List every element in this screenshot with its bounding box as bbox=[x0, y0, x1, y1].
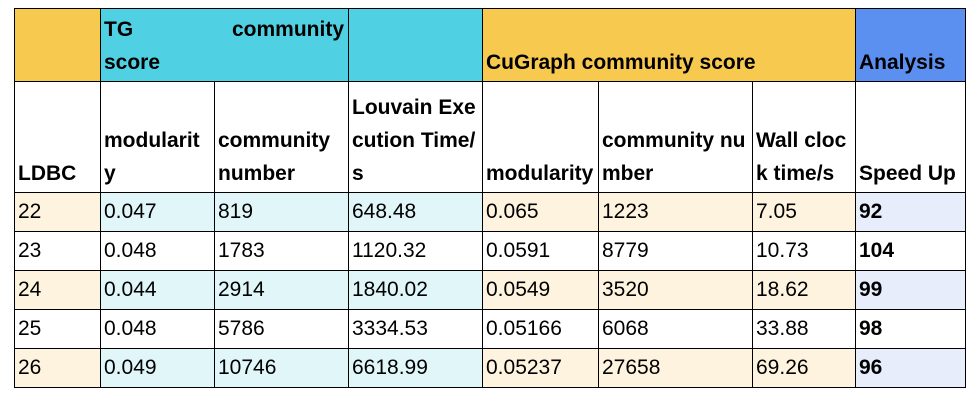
table-cell: 23 bbox=[14, 231, 101, 271]
column-header: community number bbox=[598, 81, 753, 193]
table-cell: 0.048 bbox=[100, 231, 215, 271]
column-header-row: LDBC modularity community number Louvain Ex… bbox=[14, 81, 966, 193]
table-cell: 0.044 bbox=[100, 270, 215, 310]
table-cell: 0.065 bbox=[482, 192, 599, 232]
table-cell: 0.047 bbox=[100, 192, 215, 232]
table-cell: 648.48 bbox=[348, 192, 483, 232]
column-header: Louvain Execution Time/s bbox=[348, 81, 483, 193]
table-cell: 0.05166 bbox=[482, 309, 599, 349]
table-cell: 99 bbox=[855, 270, 966, 310]
group-header: TG community score bbox=[100, 8, 349, 82]
table-cell: 7.05 bbox=[752, 192, 856, 232]
table-row: 23 0.048 1783 1120.32 0.0591 8779 10.73 104 bbox=[14, 231, 966, 271]
table-cell: 24 bbox=[14, 270, 101, 310]
table-cell: 18.62 bbox=[752, 270, 856, 310]
table-cell: 1783 bbox=[214, 231, 349, 271]
group-header-text: TG community score bbox=[104, 18, 344, 74]
table-row: 24 0.044 2914 1840.02 0.0549 3520 18.62 99 bbox=[14, 270, 966, 310]
column-header: Wall clock time/s bbox=[752, 81, 856, 193]
table-row: 25 0.048 5786 3334.53 0.05166 6068 33.88 98 bbox=[14, 309, 966, 349]
column-header: modularity bbox=[100, 81, 215, 193]
table-row: 26 0.049 10746 6618.99 0.05237 27658 69.26 96 bbox=[14, 348, 966, 388]
table-cell: 25 bbox=[14, 309, 101, 349]
table-cell: 1840.02 bbox=[348, 270, 483, 310]
table-cell: 0.049 bbox=[100, 348, 215, 388]
group-header: CuGraph community score bbox=[482, 8, 856, 82]
table-cell: 0.0591 bbox=[482, 231, 599, 271]
header-cell bbox=[14, 8, 101, 82]
column-header: community number bbox=[214, 81, 349, 193]
table-cell: 10.73 bbox=[752, 231, 856, 271]
table-cell: 3520 bbox=[598, 270, 753, 310]
table-cell: 69.26 bbox=[752, 348, 856, 388]
table-cell: 33.88 bbox=[752, 309, 856, 349]
table-cell: 92 bbox=[855, 192, 966, 232]
table-cell: 6618.99 bbox=[348, 348, 483, 388]
table-cell: 22 bbox=[14, 192, 101, 232]
table-cell: 0.048 bbox=[100, 309, 215, 349]
table-cell: 96 bbox=[855, 348, 966, 388]
column-header: LDBC bbox=[14, 81, 101, 193]
table-cell: 1223 bbox=[598, 192, 753, 232]
table-cell: 104 bbox=[855, 231, 966, 271]
column-header: Speed Up bbox=[855, 81, 966, 193]
column-header: modularity bbox=[482, 81, 599, 193]
group-header-row: TG community score CuGraph community sco… bbox=[14, 8, 966, 82]
group-header: Analysis bbox=[855, 8, 966, 82]
table-cell: 27658 bbox=[598, 348, 753, 388]
table-cell: 8779 bbox=[598, 231, 753, 271]
table-cell: 2914 bbox=[214, 270, 349, 310]
table-cell: 0.0549 bbox=[482, 270, 599, 310]
table-body: 22 0.047 819 648.48 0.065 1223 7.05 92 23 0.048 17… bbox=[14, 192, 966, 388]
table-cell: 10746 bbox=[214, 348, 349, 388]
table-cell: 0.05237 bbox=[482, 348, 599, 388]
table-cell: 5786 bbox=[214, 309, 349, 349]
table-cell: 26 bbox=[14, 348, 101, 388]
table-cell: 1120.32 bbox=[348, 231, 483, 271]
table-row: 22 0.047 819 648.48 0.065 1223 7.05 92 bbox=[14, 192, 966, 232]
results-table: TG community score CuGraph community sco… bbox=[14, 8, 966, 388]
table-cell: 6068 bbox=[598, 309, 753, 349]
table-cell: 3334.53 bbox=[348, 309, 483, 349]
table-cell: 98 bbox=[855, 309, 966, 349]
header-cell bbox=[348, 8, 483, 82]
table-cell: 819 bbox=[214, 192, 349, 232]
